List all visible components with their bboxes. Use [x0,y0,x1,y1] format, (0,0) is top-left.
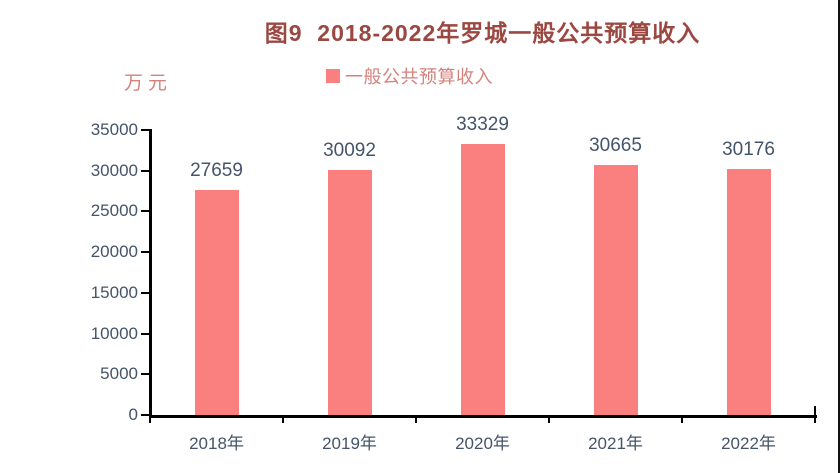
y-axis-tick [141,414,149,416]
chart-title: 图9 2018-2022年罗城一般公共预算收入 [264,20,701,46]
x-axis-tick [282,415,284,423]
x-axis-tick [814,415,816,423]
legend-swatch-icon [326,69,340,83]
legend-series-label: 一般公共预算收入 [345,67,493,87]
x-axis-tick [681,415,683,423]
y-axis-tick [141,291,149,294]
y-axis-tick [141,373,149,376]
x-axis-tick [149,415,151,423]
x-axis-tick [548,415,550,423]
y-axis-tick [141,251,149,254]
y-axis-tick [141,169,149,172]
bar-value-label: 30665 [589,135,642,157]
x-axis-end-tick [814,406,816,416]
y-axis-tick [141,332,149,335]
y-axis-tick-label: 15000 [90,282,138,302]
x-axis-line [149,415,817,418]
legend: 一般公共预算收入 [326,67,493,87]
bar [593,165,638,415]
y-axis-tick-label: 35000 [90,120,138,139]
y-axis-tick-label: 5000 [100,364,138,384]
y-axis-tick-label: 0 [128,405,138,424]
bar-value-label: 27659 [190,159,243,181]
y-axis-unit-label: 万元 [124,73,173,94]
x-axis-category-label: 2018年 [189,434,244,453]
bar [726,169,771,415]
x-axis-category-label: 2019年 [322,434,377,453]
bar-value-label: 33329 [456,113,509,135]
y-axis-tick-label: 10000 [90,323,138,343]
bar-value-label: 30092 [323,139,376,161]
bar [194,189,239,415]
y-axis-tick-label: 25000 [90,201,138,221]
x-axis-category-label: 2020年 [455,434,510,453]
image-right-border-line [838,0,840,473]
y-axis-tick-label: 30000 [90,160,138,180]
y-axis-tick-label: 20000 [90,242,138,262]
x-axis-category-label: 2022年 [721,434,776,453]
x-axis-tick [415,415,417,423]
y-axis-tick [141,129,149,131]
bar-value-label: 30176 [722,139,775,161]
bar [460,143,505,415]
x-axis-category-label: 2021年 [588,434,643,453]
y-axis-tick [141,210,149,213]
y-axis-line [149,129,152,418]
bar [327,169,372,415]
